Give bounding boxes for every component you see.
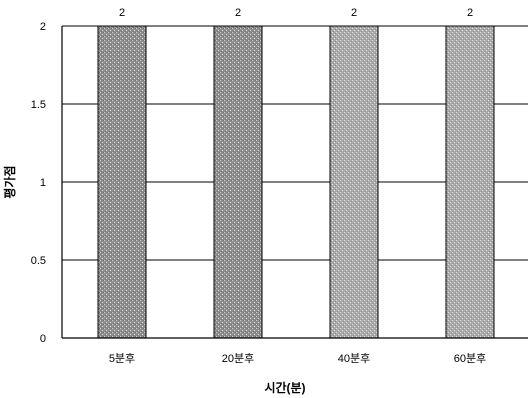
bar-2 (213, 25, 263, 339)
x-tick-label: 20분후 (222, 352, 254, 365)
plot-frame (61, 26, 528, 339)
data-label: 2 (467, 7, 473, 19)
x-axis-ticks: 5분후 20분후 40분후 60분후 (109, 352, 486, 365)
y-tick-label: 1 (40, 177, 46, 189)
y-tick-label: 1.5 (31, 99, 46, 111)
y-tick-label: 0.5 (31, 255, 46, 267)
data-labels: 2 2 2 2 (119, 7, 473, 19)
bars (97, 25, 495, 339)
x-tick-label: 40분후 (338, 352, 370, 365)
data-label: 2 (351, 7, 357, 19)
bar-4 (445, 25, 495, 339)
data-label: 2 (119, 7, 125, 19)
y-axis-ticks: 0 0.5 1 1.5 2 (31, 21, 46, 345)
x-tick-label: 60분후 (454, 352, 486, 365)
y-axis-label: 평가점 (2, 165, 17, 198)
bar-1 (97, 25, 147, 339)
x-tick-label: 5분후 (109, 352, 135, 365)
y-tick-label: 2 (40, 21, 46, 33)
y-tick-label: 0 (40, 333, 46, 345)
bar-3 (329, 25, 379, 339)
data-label: 2 (235, 7, 241, 19)
x-axis-label: 시간(분) (264, 380, 305, 395)
